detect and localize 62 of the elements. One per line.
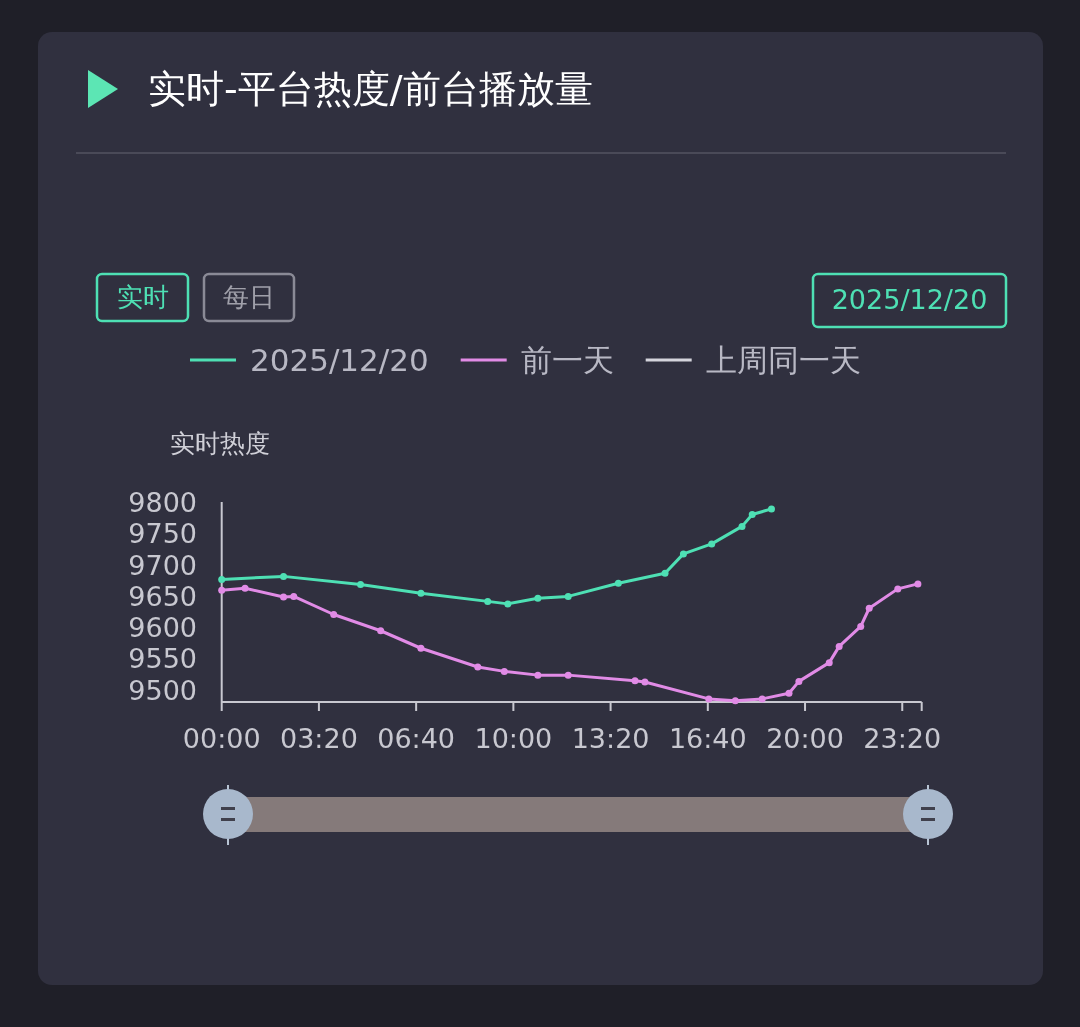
point (679, 550, 687, 558)
point (357, 581, 365, 588)
point (218, 576, 226, 583)
point (795, 677, 803, 685)
point (500, 667, 508, 675)
point (738, 522, 746, 530)
point (758, 695, 766, 703)
point (785, 689, 793, 697)
y-tick-label: 9750 (128, 518, 197, 550)
y-tick-label: 9650 (128, 580, 197, 612)
point (534, 594, 542, 602)
point (218, 586, 226, 594)
y-tick-label: 9600 (128, 612, 197, 643)
point (731, 697, 739, 705)
point (767, 505, 775, 513)
point (564, 671, 572, 679)
point (417, 589, 425, 597)
x-tick-label: 20:00 (766, 723, 844, 754)
point (894, 585, 902, 593)
point (241, 584, 249, 592)
x-tick-label: 13:20 (571, 723, 650, 754)
chart-title: 实时-平台热度/前台播放量 (148, 67, 593, 111)
x-tick-label: 10:00 (474, 723, 553, 754)
x-tick-label: 16:40 (668, 723, 747, 754)
y-axis-title: 实时热度 (170, 429, 270, 458)
y-tick-label: 9800 (128, 487, 197, 518)
point (661, 569, 669, 577)
legend-label: 前一天 (520, 342, 614, 378)
y-tick-label: 9700 (128, 549, 197, 581)
point (330, 611, 338, 618)
point (708, 540, 716, 548)
point (280, 572, 288, 580)
legend-label: 上周同一天 (705, 342, 861, 378)
point (914, 580, 922, 588)
point (280, 593, 288, 601)
point (474, 663, 482, 671)
point (865, 604, 873, 612)
point (484, 597, 492, 605)
point (290, 592, 298, 600)
x-tick-label: 23:20 (863, 723, 942, 754)
text: 每日 (223, 282, 275, 312)
point (564, 592, 572, 600)
point (534, 671, 542, 679)
y-tick-label: 9500 (128, 674, 197, 706)
legend-label: 2025/12/20 (250, 342, 429, 378)
point (377, 627, 385, 635)
point (835, 642, 843, 650)
y-tick-label: 9550 (128, 643, 197, 675)
point (417, 644, 425, 652)
point (705, 695, 713, 703)
point (857, 622, 865, 630)
text: 2025/12/20 (831, 284, 988, 315)
point (825, 659, 833, 667)
point (614, 579, 622, 587)
x-tick-label: 06:40 (377, 723, 456, 754)
point (641, 678, 649, 686)
point (631, 677, 639, 685)
point (504, 600, 512, 608)
x-tick-label: 00:00 (182, 723, 261, 754)
text: 实时 (116, 282, 169, 312)
x-tick-label: 03:20 (280, 723, 358, 754)
point (748, 511, 756, 518)
